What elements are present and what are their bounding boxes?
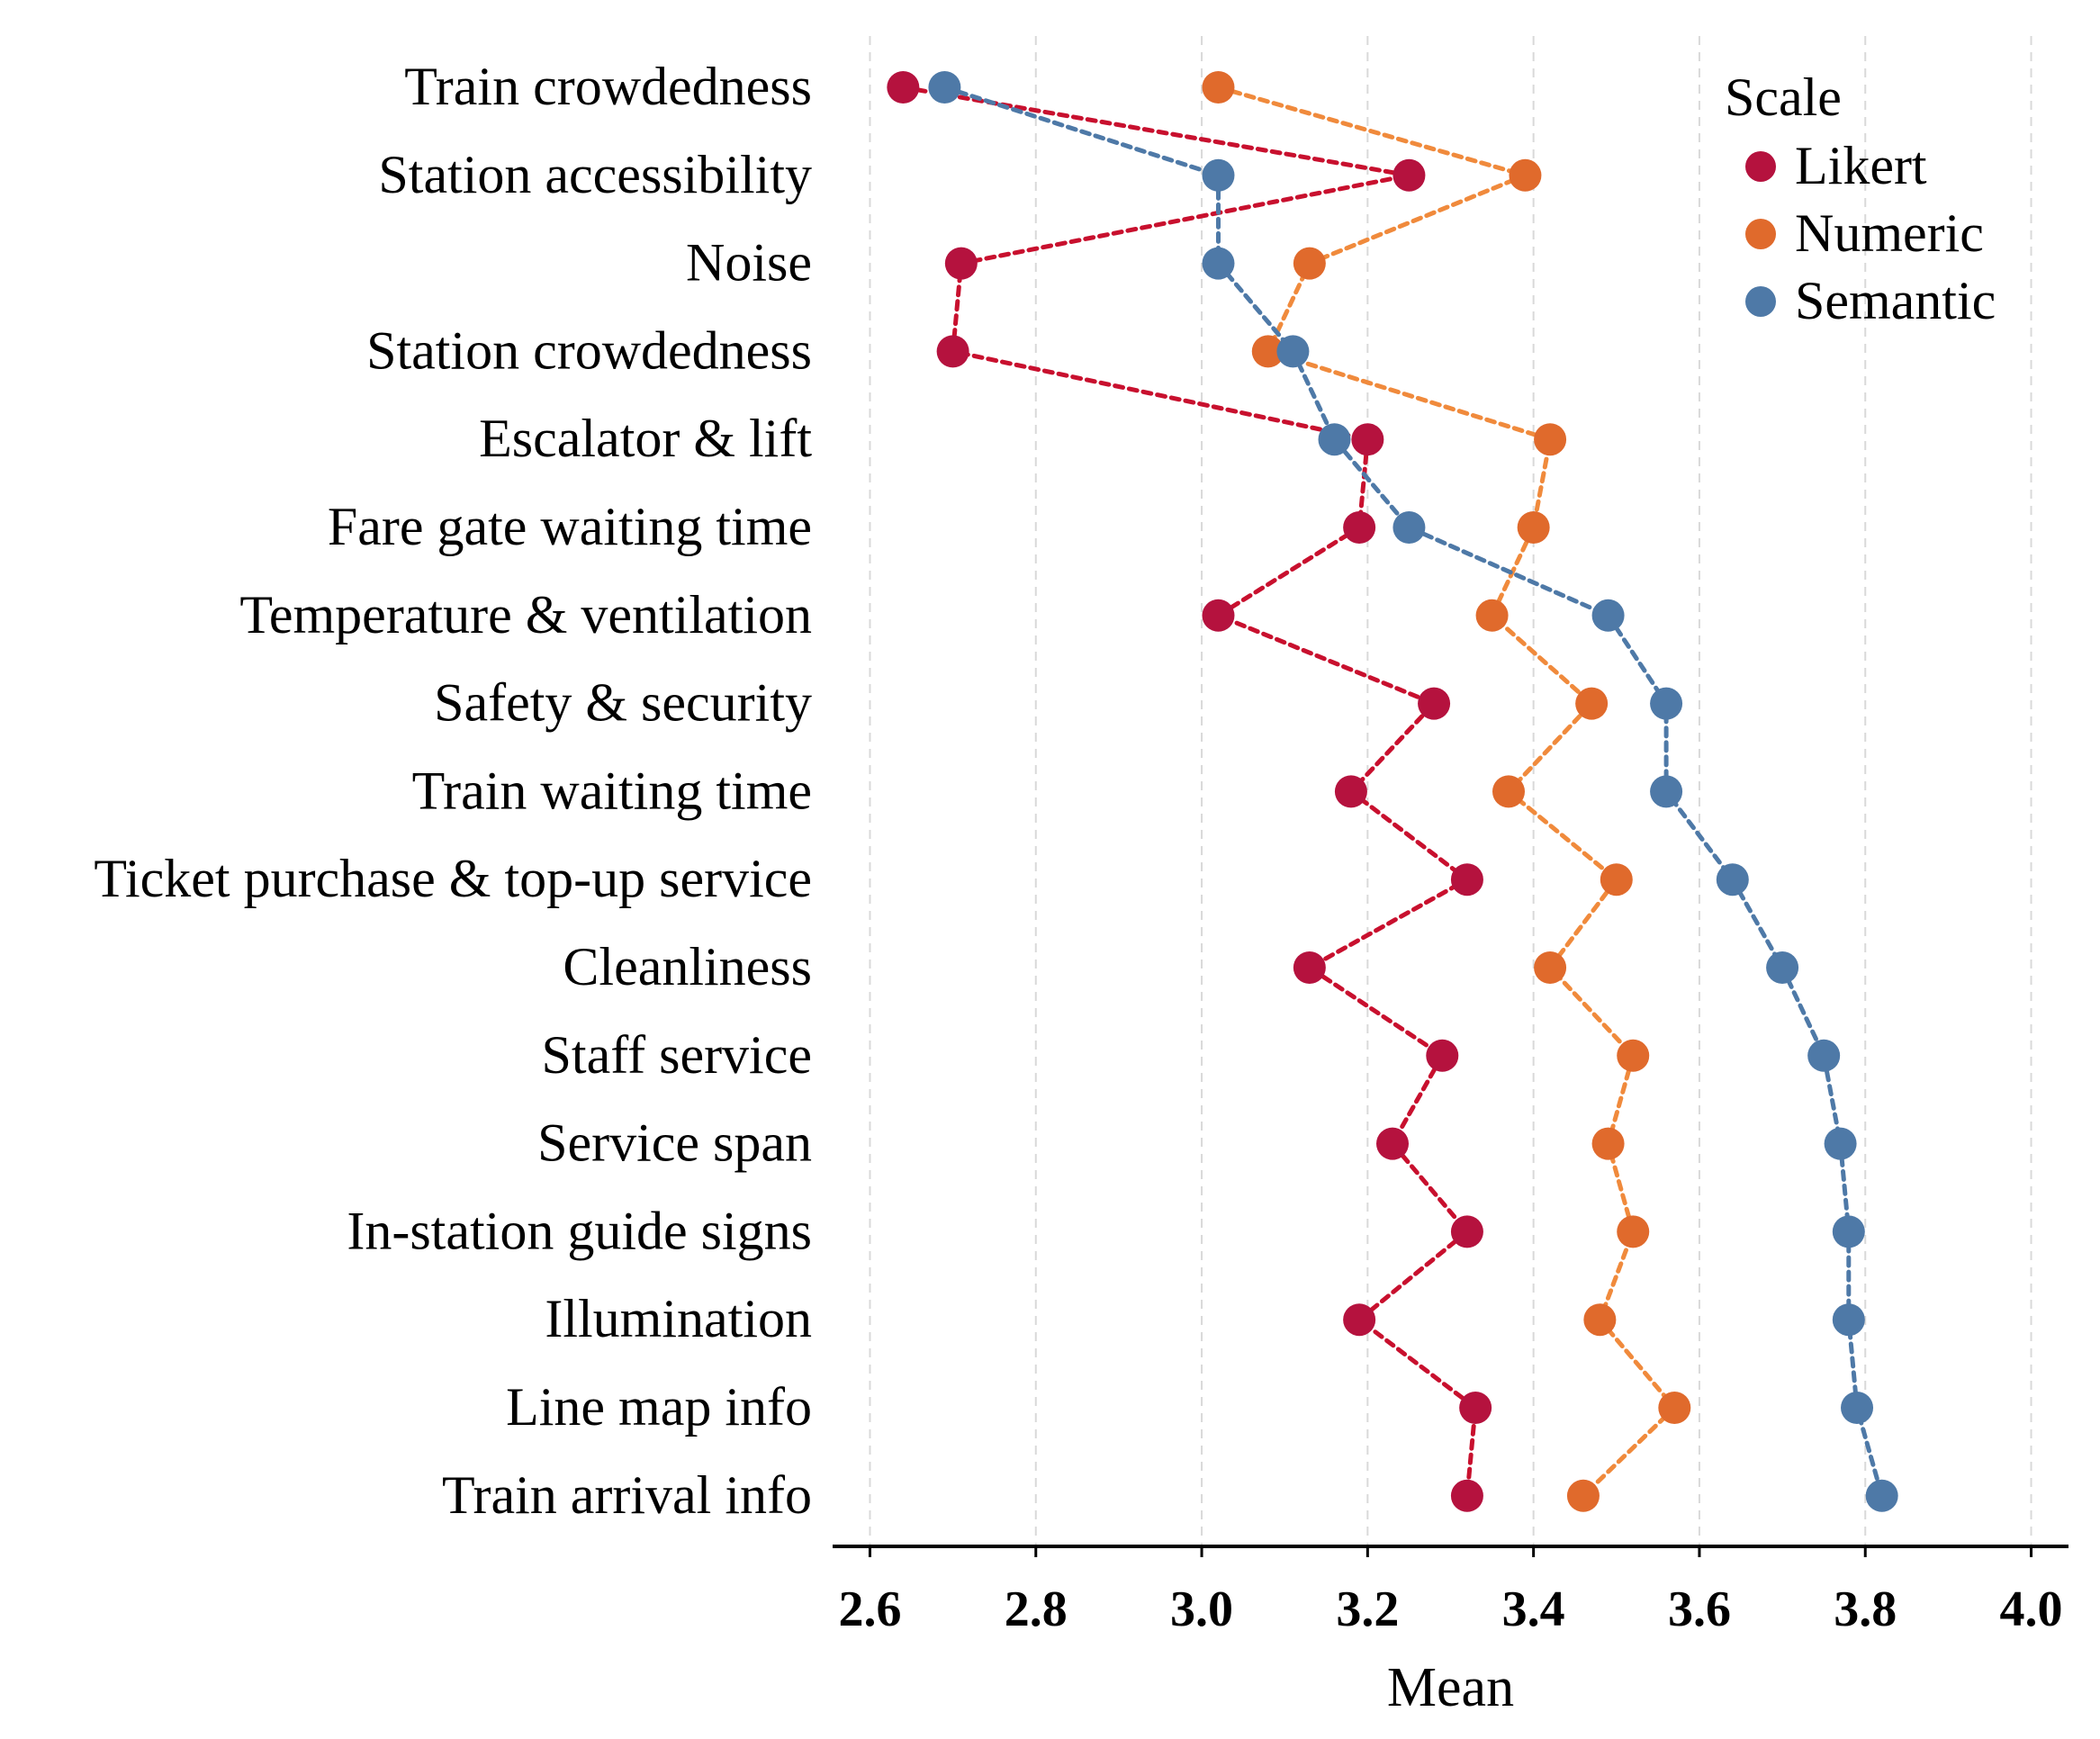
category-label-14: Illumination <box>545 1289 812 1348</box>
point-likert-12 <box>1375 1127 1409 1160</box>
point-numeric-12 <box>1591 1127 1625 1160</box>
point-likert-11 <box>1426 1039 1459 1072</box>
category-label-0: Train crowdedness <box>404 57 812 116</box>
point-semantic-15 <box>1841 1392 1874 1424</box>
x-tick-labels: 2.6 2.8 3.0 3.2 3.4 3.6 3.8 4.0 <box>838 1546 2063 1637</box>
point-likert-6 <box>1202 599 1235 632</box>
point-numeric-10 <box>1534 951 1567 984</box>
point-numeric-3 <box>1251 335 1284 368</box>
legend-label-numeric: Numeric <box>1795 203 1984 263</box>
point-likert-14 <box>1343 1303 1376 1337</box>
legend-items: Likert Numeric Semantic <box>1745 136 1996 330</box>
category-label-8: Train waiting time <box>412 761 812 820</box>
series-points <box>887 71 1898 1512</box>
point-likert-0 <box>887 71 920 104</box>
point-semantic-0 <box>928 71 961 104</box>
category-label-5: Fare gate waiting time <box>328 497 812 556</box>
point-likert-13 <box>1450 1215 1483 1248</box>
x-tick-label-5: 3.6 <box>1668 1581 1731 1637</box>
category-labels: Train crowdedness Station accessibility No… <box>94 57 812 1525</box>
category-label-10: Cleanliness <box>563 937 812 996</box>
point-likert-1 <box>1392 158 1426 192</box>
x-tick-label-4: 3.4 <box>1502 1581 1565 1637</box>
category-label-12: Service span <box>537 1113 812 1173</box>
point-likert-2 <box>944 247 978 280</box>
category-label-15: Line map info <box>506 1377 812 1437</box>
point-semantic-3 <box>1276 335 1310 368</box>
point-semantic-7 <box>1650 687 1683 720</box>
series-line-semantic <box>942 85 1885 1499</box>
point-semantic-5 <box>1392 511 1426 544</box>
category-label-2: Noise <box>686 233 812 293</box>
point-numeric-7 <box>1575 687 1609 720</box>
point-semantic-8 <box>1650 775 1683 808</box>
point-semantic-16 <box>1865 1479 1898 1512</box>
x-axis-title: Mean <box>1387 1657 1514 1718</box>
legend-marker-numeric <box>1745 219 1776 249</box>
category-label-16: Train arrival info <box>442 1465 812 1525</box>
category-label-4: Escalator & lift <box>479 409 812 468</box>
point-semantic-2 <box>1202 247 1235 280</box>
point-numeric-0 <box>1202 71 1235 104</box>
category-label-6: Temperature & ventilation <box>239 585 812 644</box>
series-line-numeric <box>1216 85 1678 1499</box>
point-numeric-8 <box>1492 775 1526 808</box>
legend-title: Scale <box>1725 68 1842 127</box>
point-likert-8 <box>1334 775 1367 808</box>
series-line-likert <box>900 85 1478 1499</box>
point-semantic-6 <box>1591 599 1625 632</box>
point-numeric-13 <box>1617 1215 1650 1248</box>
category-label-3: Station crowdedness <box>366 320 812 380</box>
category-label-1: Station accessibility <box>378 145 812 204</box>
point-semantic-14 <box>1832 1303 1865 1337</box>
point-semantic-11 <box>1807 1039 1841 1072</box>
point-likert-10 <box>1293 951 1326 984</box>
legend-marker-semantic <box>1745 286 1776 317</box>
point-likert-7 <box>1418 687 1451 720</box>
point-likert-4 <box>1351 423 1384 456</box>
point-semantic-9 <box>1716 863 1749 897</box>
x-tick-label-3: 3.2 <box>1336 1581 1399 1637</box>
point-numeric-5 <box>1517 511 1550 544</box>
point-numeric-14 <box>1583 1303 1617 1337</box>
x-tick-label-6: 3.8 <box>1834 1581 1897 1637</box>
category-label-7: Safety & security <box>434 673 812 733</box>
point-numeric-4 <box>1534 423 1567 456</box>
point-likert-16 <box>1450 1479 1483 1512</box>
point-numeric-11 <box>1617 1039 1650 1072</box>
series-lines <box>900 85 1885 1499</box>
category-label-13: In-station guide signs <box>347 1201 812 1260</box>
point-likert-15 <box>1459 1392 1492 1424</box>
point-semantic-4 <box>1318 423 1351 456</box>
point-semantic-10 <box>1766 951 1799 984</box>
legend: Scale Likert Numeric Semantic <box>1725 68 1996 330</box>
point-semantic-1 <box>1202 158 1235 192</box>
x-tick-label-7: 4.0 <box>2000 1581 2063 1637</box>
legend-marker-likert <box>1745 151 1776 182</box>
point-numeric-6 <box>1475 599 1509 632</box>
category-label-9: Ticket purchase & top-up service <box>94 849 812 908</box>
point-numeric-1 <box>1509 158 1542 192</box>
point-numeric-15 <box>1658 1392 1691 1424</box>
grid-lines <box>869 36 2032 1546</box>
point-semantic-12 <box>1824 1127 1857 1160</box>
x-tick-label-1: 2.8 <box>1005 1581 1068 1637</box>
point-likert-3 <box>936 335 969 368</box>
x-tick-label-0: 2.6 <box>838 1581 901 1637</box>
point-likert-5 <box>1343 511 1376 544</box>
point-numeric-9 <box>1600 863 1633 897</box>
point-numeric-16 <box>1566 1479 1600 1512</box>
point-likert-9 <box>1450 863 1483 897</box>
legend-label-semantic: Semantic <box>1795 271 1996 330</box>
point-numeric-2 <box>1293 247 1326 280</box>
legend-label-likert: Likert <box>1795 136 1927 195</box>
category-label-11: Staff service <box>542 1025 812 1085</box>
point-semantic-13 <box>1832 1215 1865 1248</box>
x-tick-label-2: 3.0 <box>1170 1581 1233 1637</box>
